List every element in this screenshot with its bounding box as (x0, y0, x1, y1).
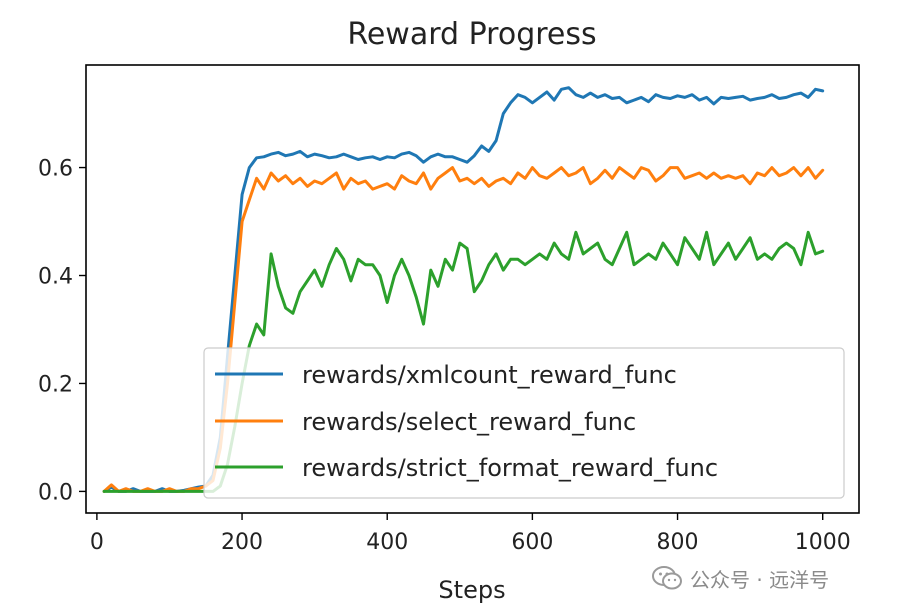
x-tick-label: 400 (366, 530, 408, 555)
x-axis: 0 200 400 600 800 1000 (90, 513, 851, 555)
watermark-label: 公众号 · 远洋号 (690, 567, 830, 592)
y-tick-label: 0.0 (38, 480, 73, 505)
legend-items: rewards/xmlcount_reward_func rewards/sele… (215, 361, 718, 482)
watermark: 公众号 · 远洋号 (652, 564, 829, 592)
y-tick-label: 0.6 (38, 157, 73, 182)
legend-label-2: rewards/select_reward_func (302, 408, 636, 436)
legend: rewards/xmlcount_reward_func rewards/sele… (203, 347, 845, 499)
y-axis: 0.0 0.2 0.4 0.6 (38, 157, 86, 505)
legend-box (203, 347, 845, 499)
legend-label-3: rewards/strict_format_reward_func (302, 454, 718, 482)
x-tick-label: 800 (657, 530, 699, 555)
legend-label-1: rewards/xmlcount_reward_func (302, 361, 677, 389)
x-tick-label: 1000 (795, 530, 851, 555)
x-tick-label: 600 (511, 530, 553, 555)
chart-title: Reward Progress (347, 17, 596, 52)
y-tick-label: 0.4 (38, 265, 73, 290)
y-tick-label: 0.2 (38, 372, 73, 397)
x-tick-label: 200 (221, 530, 263, 555)
x-tick-label: 0 (90, 530, 104, 555)
x-axis-title: Steps (438, 576, 505, 604)
wechat-icon (652, 566, 682, 590)
